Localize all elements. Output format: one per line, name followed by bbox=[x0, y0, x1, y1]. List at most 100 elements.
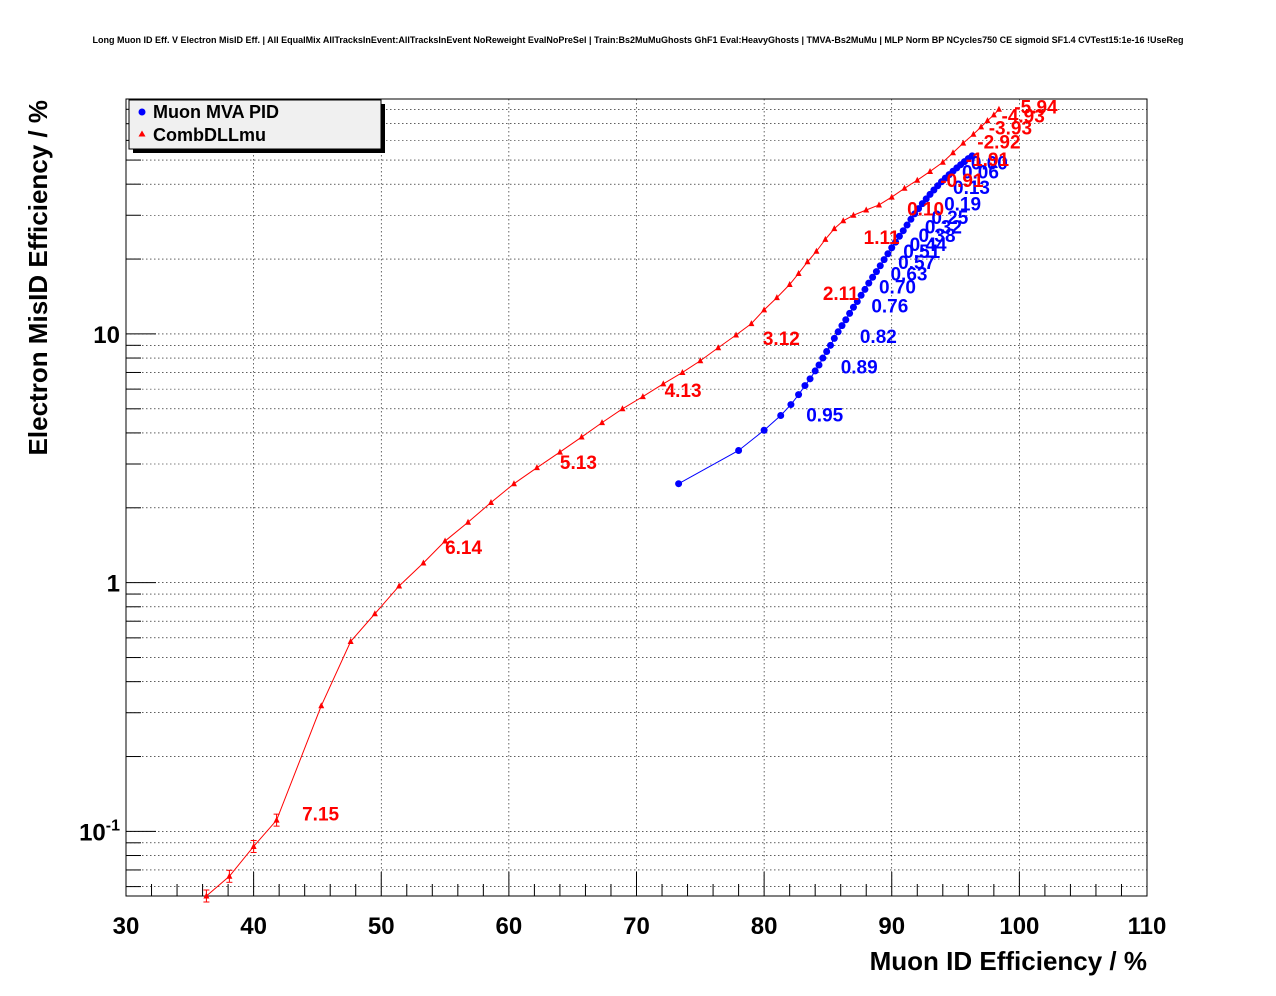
cut-value-label: -4.93 bbox=[1002, 107, 1045, 128]
cut-value-label: 0.95 bbox=[806, 405, 843, 426]
data-point bbox=[795, 269, 802, 276]
data-point bbox=[939, 158, 946, 165]
data-point bbox=[250, 842, 257, 849]
cut-value-label: 0.76 bbox=[871, 297, 908, 318]
data-point bbox=[901, 184, 908, 191]
cut-value-labels: 0.95 0.89 0.82 0.760.700.630.570.510.440.38… bbox=[302, 98, 1058, 826]
y-axis-title: Electron MisID Efficiency / % bbox=[23, 100, 53, 455]
data-point bbox=[990, 111, 997, 118]
data-point bbox=[872, 268, 880, 276]
data-point bbox=[396, 582, 403, 589]
data-point bbox=[748, 320, 755, 327]
x-tick-label: 80 bbox=[751, 913, 778, 940]
data-point bbox=[880, 256, 888, 264]
data-point bbox=[556, 448, 563, 455]
data-point bbox=[846, 309, 854, 317]
data-point bbox=[619, 405, 626, 412]
data-point bbox=[488, 499, 495, 506]
data-point bbox=[826, 341, 834, 349]
data-point bbox=[442, 537, 449, 544]
data-point bbox=[787, 401, 795, 409]
data-point bbox=[715, 344, 722, 351]
legend-label-combdllmu: CombDLLmu bbox=[153, 125, 266, 145]
data-point bbox=[578, 433, 585, 440]
cut-value-label: 0.10 bbox=[907, 199, 944, 220]
data-series bbox=[203, 105, 1002, 903]
data-point bbox=[918, 200, 926, 208]
y-tick-label: 10 bbox=[93, 322, 120, 349]
data-point bbox=[915, 205, 923, 213]
data-point bbox=[675, 480, 683, 488]
data-point bbox=[639, 393, 646, 400]
data-point bbox=[823, 347, 831, 355]
data-point bbox=[786, 281, 793, 288]
data-point bbox=[888, 244, 896, 252]
cut-value-label: -5.94 bbox=[1014, 98, 1058, 119]
cut-value-label: 3.12 bbox=[763, 329, 800, 350]
legend: Muon MVA PID CombDLLmu bbox=[128, 99, 385, 153]
data-point bbox=[226, 872, 233, 879]
legend-marker-muon-mva-pid bbox=[138, 108, 146, 116]
data-point bbox=[857, 291, 865, 299]
cut-value-label: 6.14 bbox=[445, 538, 482, 559]
cut-value-label: 0.32 bbox=[925, 218, 962, 239]
x-tick-label: 100 bbox=[999, 913, 1039, 940]
cut-value-label: 0.70 bbox=[879, 278, 916, 299]
data-point bbox=[842, 316, 850, 324]
data-point bbox=[984, 117, 991, 124]
cut-value-label: 2.11 bbox=[823, 284, 859, 305]
data-point bbox=[813, 247, 820, 254]
data-point bbox=[806, 375, 814, 383]
data-point bbox=[840, 217, 847, 224]
data-point bbox=[773, 294, 780, 301]
series-muon-mva-pid bbox=[675, 152, 976, 488]
data-point bbox=[465, 518, 472, 525]
data-point bbox=[679, 368, 686, 375]
series-combdllmu bbox=[203, 105, 1002, 903]
cut-value-label: 0.19 bbox=[944, 194, 981, 215]
data-point bbox=[697, 357, 704, 364]
data-point bbox=[876, 262, 884, 270]
grid-lines bbox=[126, 99, 1147, 896]
cut-value-label: 0.38 bbox=[919, 226, 956, 247]
data-point bbox=[978, 123, 985, 130]
data-point bbox=[273, 816, 280, 823]
data-point bbox=[899, 227, 907, 235]
data-point bbox=[830, 334, 838, 342]
chart-title: Long Muon ID Eff. V Electron MisID Eff. … bbox=[93, 35, 1184, 45]
data-point bbox=[660, 380, 667, 387]
x-tick-label: 70 bbox=[623, 913, 650, 940]
legend-label-muon-mva-pid: Muon MVA PID bbox=[153, 102, 279, 122]
data-point bbox=[371, 610, 378, 617]
cut-value-label: 0.57 bbox=[898, 253, 935, 274]
data-point bbox=[914, 176, 921, 183]
data-point bbox=[853, 298, 861, 306]
data-point bbox=[884, 250, 892, 258]
cut-value-label: 5.13 bbox=[560, 453, 597, 474]
data-point bbox=[888, 193, 895, 200]
data-point bbox=[995, 105, 1002, 112]
data-point bbox=[907, 215, 915, 223]
data-point bbox=[811, 367, 819, 375]
data-point bbox=[850, 211, 857, 218]
cut-value-label: 4.13 bbox=[665, 381, 702, 402]
data-point bbox=[733, 331, 740, 338]
data-point bbox=[970, 130, 977, 137]
data-point bbox=[895, 232, 903, 240]
data-point bbox=[819, 354, 827, 362]
data-point bbox=[804, 258, 811, 265]
cut-value-label: 0.51 bbox=[903, 242, 940, 263]
cut-value-label: 0.13 bbox=[953, 178, 990, 199]
data-point bbox=[863, 206, 870, 213]
data-point bbox=[950, 149, 957, 156]
data-point bbox=[735, 446, 743, 454]
data-point bbox=[318, 702, 325, 709]
data-point bbox=[869, 273, 877, 281]
plot-frame bbox=[125, 98, 1148, 897]
x-tick-labels: 30 40 50 60 70 80 90 100 110 bbox=[113, 913, 1167, 940]
data-point bbox=[892, 238, 900, 246]
x-tick-label: 60 bbox=[496, 913, 523, 940]
x-tick-label: 50 bbox=[368, 913, 395, 940]
data-point bbox=[510, 480, 517, 487]
